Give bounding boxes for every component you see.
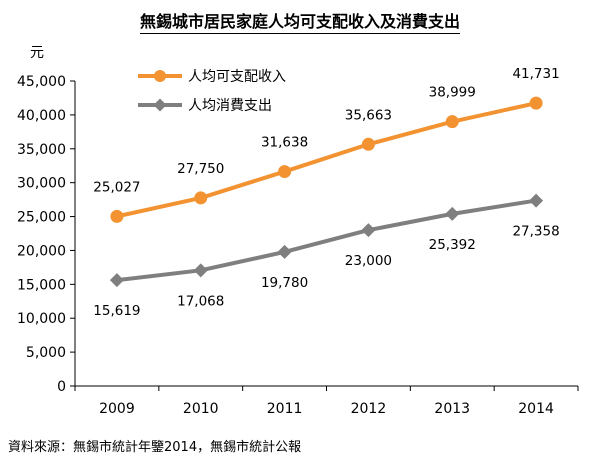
y-tick-label: 0 — [57, 379, 66, 395]
data-label: 41,731 — [512, 66, 559, 82]
data-label: 25,027 — [93, 179, 140, 195]
y-tick-label: 20,000 — [17, 243, 66, 259]
x-tick-label: 2013 — [434, 401, 470, 417]
x-tick-label: 2009 — [99, 401, 135, 417]
data-label: 19,780 — [261, 275, 308, 291]
y-tick-label: 30,000 — [17, 176, 66, 192]
legend-marker — [154, 70, 166, 82]
legend-label: 人均消費支出 — [188, 98, 272, 114]
x-tick-label: 2012 — [351, 401, 387, 417]
series-line-2 — [116, 198, 537, 283]
data-label: 35,663 — [345, 107, 392, 123]
y-axis-unit: 元 — [30, 45, 44, 61]
legend-label: 人均可支配收入 — [188, 69, 286, 85]
data-point — [278, 165, 292, 179]
x-tick-label: 2011 — [267, 401, 303, 417]
x-tick-label: 2014 — [518, 401, 554, 417]
chart-title: 無錫城市居民家庭人均可支配收入及消費支出 — [0, 8, 600, 34]
data-label: 27,358 — [512, 224, 559, 240]
y-tick-label: 15,000 — [17, 277, 66, 293]
data-point — [110, 209, 124, 223]
series-line-1 — [116, 101, 537, 219]
data-label: 15,619 — [93, 303, 140, 319]
y-tick-label: 40,000 — [17, 108, 66, 124]
y-tick-label: 5,000 — [26, 345, 66, 361]
data-point — [445, 115, 459, 129]
data-label: 31,638 — [261, 135, 308, 151]
data-label: 27,750 — [177, 161, 224, 177]
x-tick-label: 2010 — [183, 401, 219, 417]
data-point — [529, 96, 543, 110]
data-point — [529, 193, 544, 208]
data-label: 17,068 — [177, 293, 224, 309]
data-point — [445, 206, 460, 221]
y-tick-label: 25,000 — [17, 210, 66, 226]
data-label: 38,999 — [429, 85, 476, 101]
data-point — [361, 137, 375, 151]
source-note: 資料來源：無錫市統計年鑒2014，無錫市統計公報 — [8, 440, 302, 455]
data-point — [109, 273, 124, 288]
legend-marker — [153, 98, 167, 112]
data-label: 25,392 — [429, 237, 476, 253]
data-point — [193, 263, 208, 278]
y-tick-label: 10,000 — [17, 311, 66, 327]
y-tick-label: 35,000 — [17, 142, 66, 158]
y-tick-label: 45,000 — [17, 74, 66, 90]
data-point — [361, 223, 376, 238]
data-point — [277, 244, 292, 259]
data-point — [194, 191, 208, 205]
data-label: 23,000 — [345, 253, 392, 269]
